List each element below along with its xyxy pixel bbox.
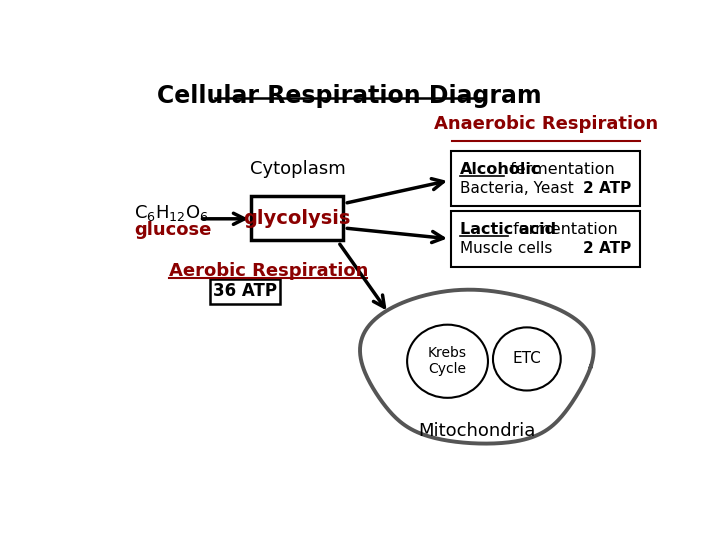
Text: glucose: glucose [134, 221, 212, 239]
Polygon shape [360, 289, 593, 443]
Text: Muscle cells: Muscle cells [460, 241, 552, 256]
Text: Bacteria, Yeast: Bacteria, Yeast [460, 181, 574, 196]
Text: fermentation: fermentation [508, 222, 618, 237]
FancyBboxPatch shape [210, 279, 281, 303]
Text: Cytoplasm: Cytoplasm [251, 160, 346, 178]
Ellipse shape [493, 327, 561, 390]
Text: Cellular Respiration Diagram: Cellular Respiration Diagram [158, 84, 542, 108]
Text: ETC: ETC [513, 352, 541, 367]
FancyBboxPatch shape [451, 151, 640, 206]
Text: Krebs
Cycle: Krebs Cycle [428, 346, 467, 376]
FancyBboxPatch shape [451, 211, 640, 267]
Text: fermentation: fermentation [505, 162, 614, 177]
Text: Lactic acid: Lactic acid [460, 222, 556, 237]
FancyBboxPatch shape [251, 197, 343, 240]
Text: Mitochondria: Mitochondria [418, 422, 536, 440]
Text: C$_6$H$_{12}$O$_6$: C$_6$H$_{12}$O$_6$ [134, 202, 210, 222]
Text: glycolysis: glycolysis [243, 208, 351, 227]
Text: Anaerobic Respiration: Anaerobic Respiration [434, 114, 658, 132]
Text: 2 ATP: 2 ATP [582, 181, 631, 196]
Ellipse shape [407, 325, 488, 398]
Text: Alcoholic: Alcoholic [460, 162, 541, 177]
Text: 36 ATP: 36 ATP [213, 282, 277, 300]
Text: Aerobic Respiration: Aerobic Respiration [168, 262, 368, 280]
Text: 2 ATP: 2 ATP [582, 241, 631, 256]
